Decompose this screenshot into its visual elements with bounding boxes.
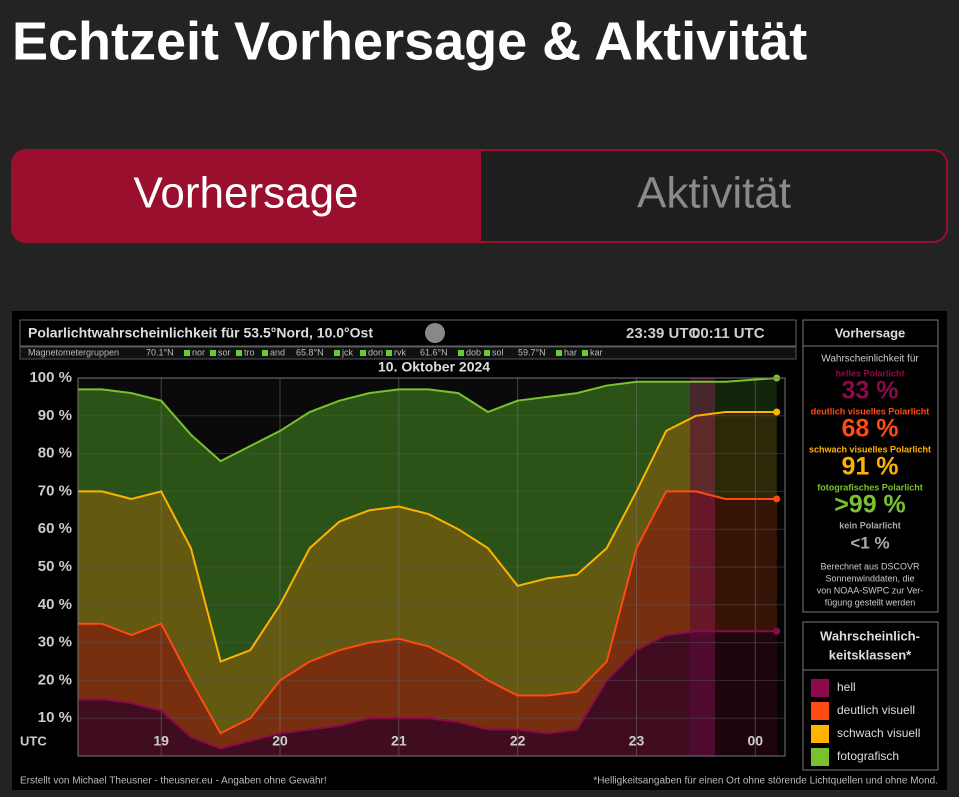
station: tro <box>244 347 255 357</box>
lat-label: 70.1°N <box>146 347 174 357</box>
y-tick-label: 70 % <box>38 482 72 499</box>
end-marker <box>773 627 781 635</box>
station: jck <box>341 347 353 357</box>
tab[interactable]: Vorhersage <box>133 169 358 218</box>
sidebar-title: Vorhersage <box>835 325 906 340</box>
station-dot <box>262 350 268 356</box>
legend-label: schwach visuell <box>837 726 920 740</box>
chart-title: Polarlichtwahrscheinlichkeit für 53.5°No… <box>28 325 373 341</box>
x-tick-label: 22 <box>510 733 526 749</box>
prob-value: 33 % <box>842 377 899 405</box>
station: and <box>270 347 285 357</box>
y-tick-label: 100 % <box>29 369 72 386</box>
x-tick-label: 23 <box>629 733 645 749</box>
series-line <box>78 490 777 735</box>
legend-swatch <box>811 725 829 743</box>
tab[interactable]: Aktivität <box>637 169 791 218</box>
magnetometer-row <box>19 346 797 360</box>
lat-label: 59.7°N <box>518 347 546 357</box>
legend-label: fotografisch <box>837 749 899 763</box>
lat-label: 65.8°N <box>296 347 324 357</box>
legend-title: keitsklassen* <box>829 647 912 662</box>
x-tick-label: 19 <box>153 733 169 749</box>
legend-swatch <box>811 748 829 766</box>
legend-label: hell <box>837 680 856 694</box>
note: Sonnenwinddaten, die <box>825 573 914 583</box>
station-dot <box>484 350 490 356</box>
chart-header <box>19 319 797 347</box>
prob-value: 91 % <box>842 453 899 481</box>
prob-label: fotografisches Polarlicht <box>817 482 923 492</box>
station-dot <box>210 350 216 356</box>
station-dot <box>386 350 392 356</box>
y-tick-label: 20 % <box>38 671 72 688</box>
station-dot <box>334 350 340 356</box>
y-tick-label: 40 % <box>38 596 72 613</box>
x-axis-label: UTC <box>20 733 47 748</box>
station-dot <box>556 350 562 356</box>
station: har <box>564 347 577 357</box>
y-tick-label: 50 % <box>38 558 72 575</box>
prob-label: kein Polarlicht <box>839 520 901 530</box>
y-tick-label: 90 % <box>38 407 72 424</box>
station-dot <box>458 350 464 356</box>
y-tick-label: 60 % <box>38 520 72 537</box>
footer: *Helligkeitsangaben für einen Ort ohne s… <box>593 776 938 787</box>
x-tick-label: 00 <box>748 733 764 749</box>
y-tick-label: 10 % <box>38 709 72 726</box>
date: 10. Oktober 2024 <box>378 359 490 375</box>
prob-label: helles Polarlicht <box>835 368 904 378</box>
time: 23:39 UTC <box>626 325 700 342</box>
station-dot <box>582 350 588 356</box>
station-dot <box>360 350 366 356</box>
sidebar-intro: Wahrscheinlichkeit für <box>821 354 919 365</box>
note: fügung gestellt werden <box>825 597 916 607</box>
station-dot <box>236 350 242 356</box>
end-marker <box>773 408 781 416</box>
prob-value: <1 % <box>850 533 889 552</box>
lat-label: 61.6°N <box>420 347 448 357</box>
station: nor <box>192 347 205 357</box>
station: sor <box>218 347 231 357</box>
y-tick-label: 80 % <box>38 445 72 462</box>
y-tick-label: 30 % <box>38 634 72 651</box>
plot-frame <box>77 377 786 757</box>
legend-title: Wahrscheinlich- <box>820 628 920 643</box>
tab-active[interactable] <box>12 150 481 242</box>
prob-label: deutlich visuelles Polarlicht <box>811 406 930 416</box>
station: kar <box>590 347 603 357</box>
prob-value: 68 % <box>842 415 899 443</box>
end-marker <box>773 495 781 503</box>
footer: Erstellt von Michael Theusner - theusner… <box>20 776 327 787</box>
note: Berechnet aus DSCOVR <box>820 561 920 571</box>
station: rvk <box>394 347 406 357</box>
legend-label: deutlich visuell <box>837 703 915 717</box>
legend-swatch <box>811 702 829 720</box>
page-title: Echtzeit Vorhersage & Aktivität <box>12 11 807 71</box>
series-line <box>78 411 777 663</box>
station-dot <box>184 350 190 356</box>
prob-value: >99 % <box>834 491 906 519</box>
legend-swatch <box>811 679 829 697</box>
x-tick-label: 21 <box>391 733 407 749</box>
series-line <box>78 377 777 463</box>
sidebar-box <box>802 319 939 613</box>
area <box>78 631 777 756</box>
station: dob <box>466 347 481 357</box>
station: don <box>368 347 383 357</box>
prob-label: schwach visuelles Polarlicht <box>809 444 931 454</box>
series-line <box>78 630 777 750</box>
note: von NOAA-SWPC zur Ver- <box>817 585 924 595</box>
moon-icon <box>425 323 445 343</box>
time: 00:11 UTC <box>692 325 765 342</box>
magnetometer-label: Magnetometergruppen <box>28 347 119 357</box>
legend-box <box>802 621 939 771</box>
x-tick-label: 20 <box>272 733 288 749</box>
station: sol <box>492 347 504 357</box>
